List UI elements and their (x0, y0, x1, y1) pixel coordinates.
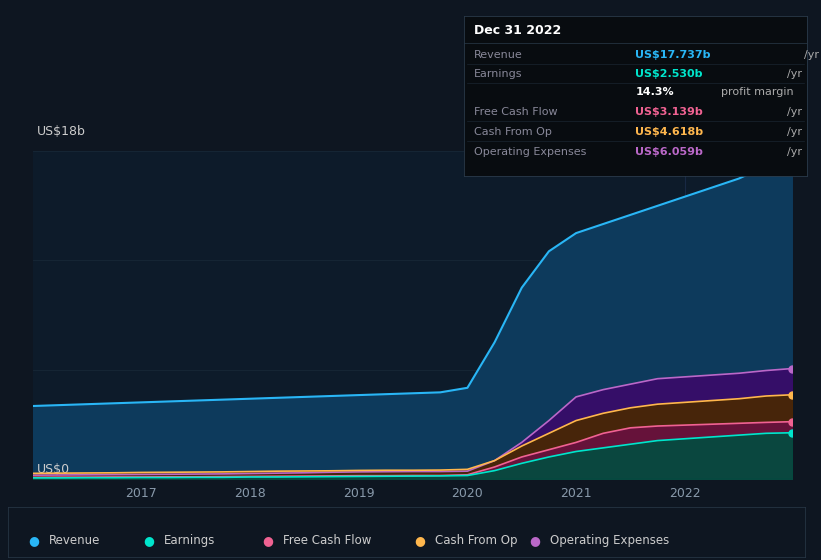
Text: 14.3%: 14.3% (635, 87, 674, 97)
Text: Dec 31 2022: Dec 31 2022 (475, 24, 562, 37)
Text: Earnings: Earnings (475, 69, 523, 80)
Text: US$2.530b: US$2.530b (635, 69, 703, 80)
Text: ●: ● (415, 534, 425, 547)
Text: US$3.139b: US$3.139b (635, 107, 704, 117)
Text: Cash From Op: Cash From Op (475, 127, 552, 137)
Text: US$6.059b: US$6.059b (635, 147, 704, 157)
Text: US$0: US$0 (37, 463, 70, 475)
Text: Revenue: Revenue (49, 534, 101, 547)
Text: ●: ● (530, 534, 540, 547)
Text: /yr: /yr (804, 49, 819, 59)
Text: Free Cash Flow: Free Cash Flow (475, 107, 557, 117)
Text: ●: ● (144, 534, 154, 547)
Text: Operating Expenses: Operating Expenses (475, 147, 586, 157)
Text: US$17.737b: US$17.737b (635, 49, 711, 59)
Text: Cash From Op: Cash From Op (435, 534, 517, 547)
Text: /yr: /yr (787, 147, 802, 157)
Text: Operating Expenses: Operating Expenses (550, 534, 669, 547)
Text: Revenue: Revenue (475, 49, 523, 59)
Text: US$18b: US$18b (37, 125, 85, 138)
Text: /yr: /yr (787, 127, 802, 137)
Text: Earnings: Earnings (164, 534, 216, 547)
Text: ●: ● (29, 534, 39, 547)
Text: US$4.618b: US$4.618b (635, 127, 704, 137)
Text: /yr: /yr (787, 69, 802, 80)
Text: ●: ● (263, 534, 273, 547)
Text: /yr: /yr (787, 107, 802, 117)
Text: Free Cash Flow: Free Cash Flow (283, 534, 372, 547)
Text: profit margin: profit margin (721, 87, 794, 97)
